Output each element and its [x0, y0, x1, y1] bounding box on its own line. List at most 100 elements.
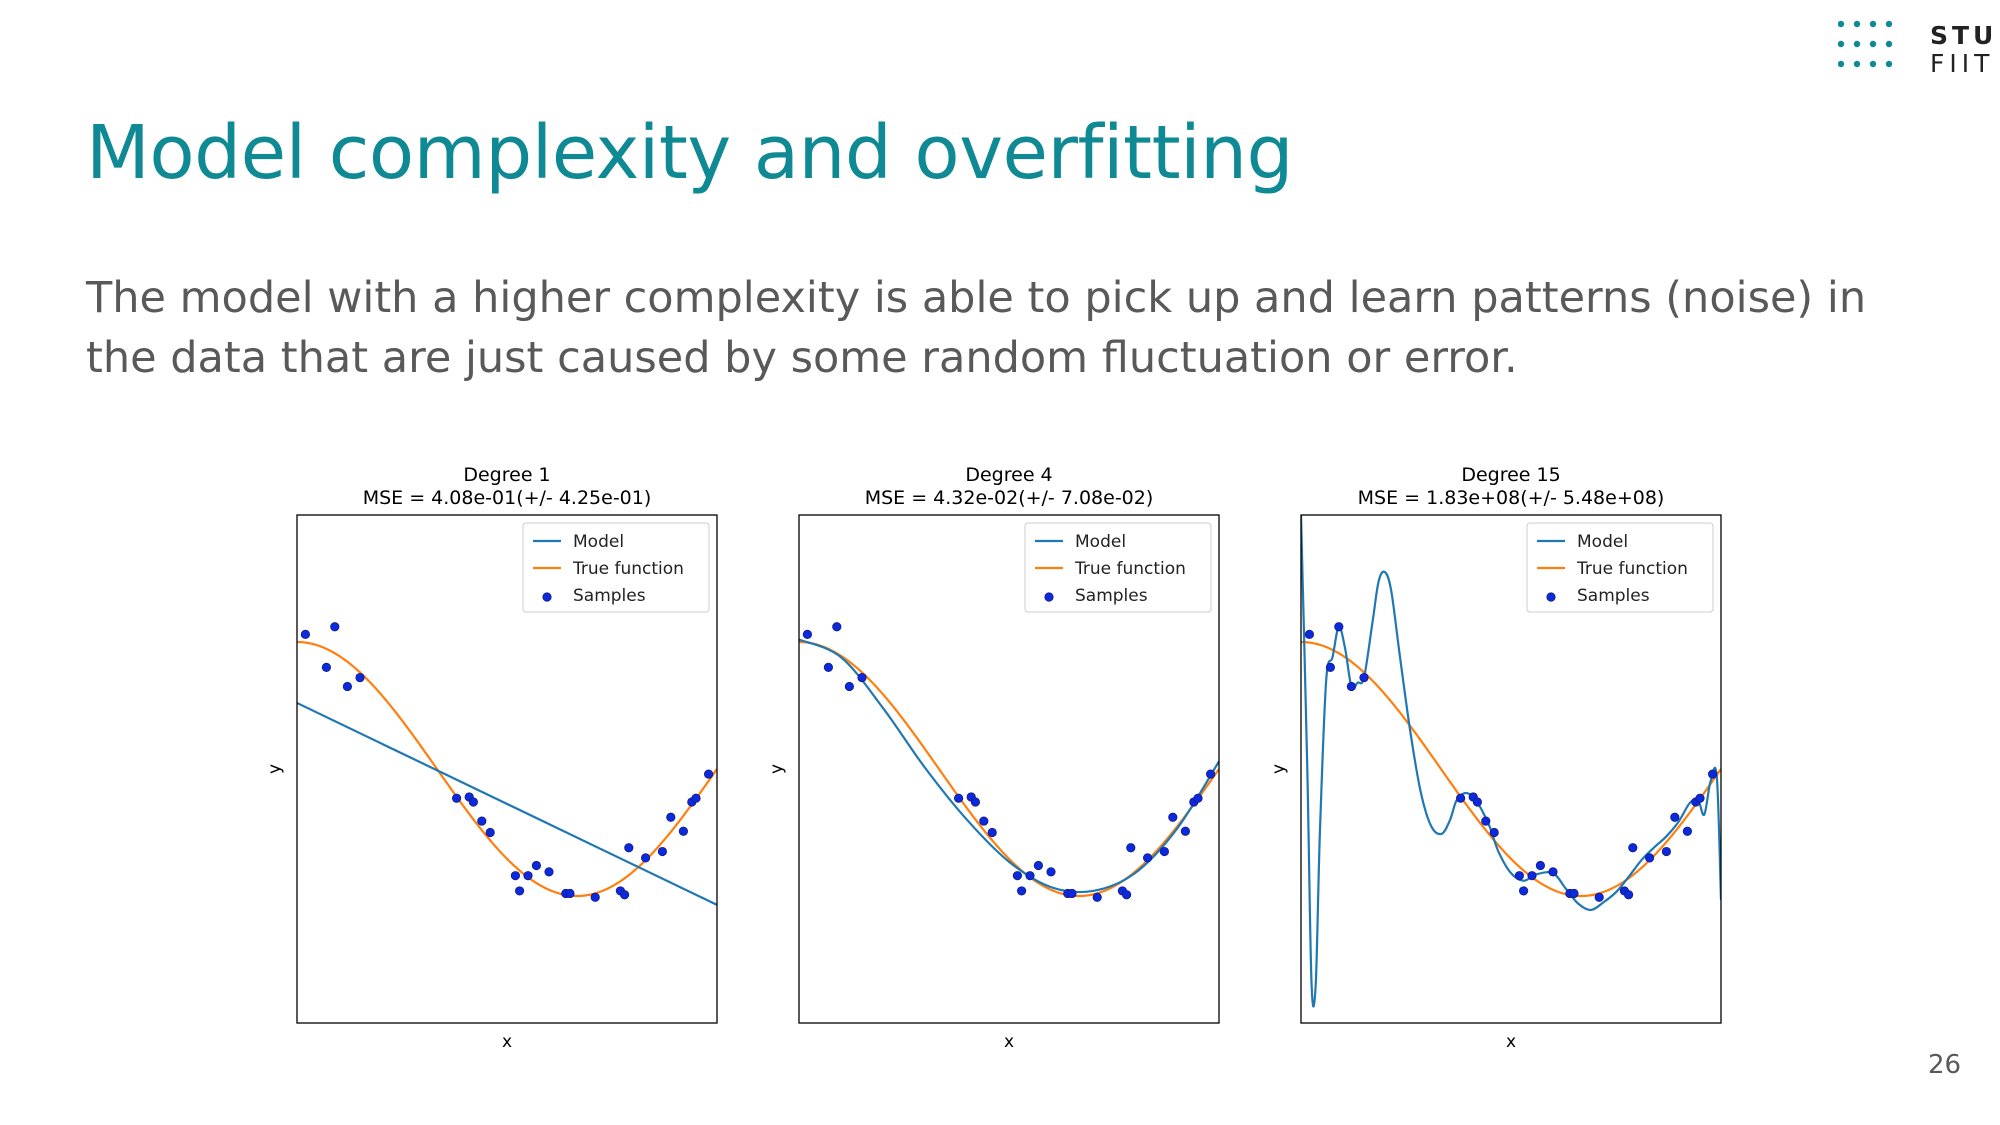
sample-point — [531, 860, 541, 871]
sample-point — [1661, 846, 1671, 857]
legend-label: Samples — [1075, 586, 1148, 606]
sample-point — [1193, 793, 1203, 803]
sample-point — [321, 662, 332, 672]
sample-point — [624, 843, 634, 853]
logo-dot — [1869, 20, 1877, 28]
sample-point — [355, 672, 365, 683]
sample-point — [1628, 843, 1638, 853]
sample-point — [1472, 797, 1482, 807]
legend: Model True function Samples — [522, 522, 710, 613]
sample-point — [544, 867, 554, 877]
sample-point — [452, 793, 462, 803]
legend-label: Model — [573, 532, 624, 552]
page-number: 26 — [1928, 1050, 1962, 1080]
sample-point — [590, 892, 600, 902]
chart-title: Degree 1 — [463, 464, 550, 486]
sample-point — [1707, 769, 1718, 779]
sample-point — [1527, 871, 1537, 881]
sample-point — [1121, 890, 1132, 900]
sample-point — [1594, 892, 1604, 902]
sample-point — [703, 769, 714, 779]
legend-box — [1526, 522, 1714, 613]
sample-point — [1012, 871, 1022, 881]
body-line-1: The model with a higher complexity is ab… — [86, 273, 1867, 323]
sample-point — [1067, 888, 1077, 899]
sample-point — [523, 871, 533, 881]
logo-dot — [1837, 40, 1845, 48]
legend-samples-swatch — [1044, 592, 1054, 602]
x-axis-label: x — [1506, 1032, 1516, 1052]
sample-point — [510, 871, 520, 881]
logo-dot — [1837, 60, 1845, 68]
logo-dot — [1869, 60, 1877, 68]
sample-point — [1205, 769, 1216, 779]
axes-frame — [798, 514, 1220, 1024]
sample-point — [1644, 853, 1655, 863]
sample-point — [1346, 681, 1357, 692]
sample-point — [657, 846, 667, 857]
sample-point — [823, 662, 834, 672]
stu-fiit-logo-graphic: STU FIIT — [1837, 20, 1994, 78]
sample-point — [1334, 622, 1344, 632]
sample-point — [1092, 892, 1102, 902]
sample-point — [954, 793, 964, 803]
sample-point — [515, 886, 525, 896]
sample-point — [832, 622, 842, 632]
sample-point — [1033, 860, 1043, 871]
sample-point — [1535, 860, 1545, 871]
sample-point — [844, 681, 855, 692]
sample-point — [1180, 826, 1190, 836]
y-axis-label: y — [767, 764, 787, 774]
sample-point — [1682, 826, 1692, 836]
plot-area — [1301, 515, 1721, 1008]
stu-fiit-logo: STU FIIT — [1837, 18, 2000, 78]
sample-point — [1159, 846, 1169, 857]
sample-point — [1168, 812, 1178, 822]
chart-title: Degree 15 — [1461, 464, 1560, 486]
sample-point — [1670, 812, 1680, 822]
sample-point — [1519, 886, 1529, 896]
sample-point — [1481, 816, 1491, 826]
legend-box — [1024, 522, 1212, 613]
logo-dot — [1885, 40, 1893, 48]
sample-point — [970, 797, 980, 807]
logo-dot — [1853, 40, 1861, 48]
slide-body-text: The model with a higher complexity is ab… — [86, 268, 1966, 388]
sample-point — [1304, 629, 1315, 639]
legend-samples-swatch — [542, 592, 552, 602]
legend-label: True function — [1074, 559, 1186, 579]
sample-point — [1569, 888, 1579, 899]
legend-label: Samples — [1577, 586, 1650, 606]
sample-point — [1623, 890, 1634, 900]
slide-title: Model complexity and overfitting — [86, 110, 1294, 196]
logo-dot — [1837, 20, 1845, 28]
svg-text:FIIT: FIIT — [1930, 49, 1994, 74]
sample-point — [857, 672, 867, 683]
sample-point — [979, 816, 989, 826]
sample-point — [1126, 843, 1136, 853]
legend-box — [522, 522, 710, 613]
axes-frame — [296, 514, 718, 1024]
sample-point — [565, 888, 575, 899]
logo-dot — [1853, 20, 1861, 28]
sample-point — [1489, 827, 1499, 838]
sample-point — [1548, 867, 1558, 877]
sample-point — [640, 853, 651, 863]
sample-point — [1017, 886, 1027, 896]
sample-point — [666, 812, 676, 822]
chart-subtitle: MSE = 4.32e-02(+/- 7.08e-02) — [865, 487, 1154, 509]
logo-dot — [1869, 40, 1877, 48]
logo-dot — [1853, 60, 1861, 68]
sample-point — [1514, 871, 1524, 881]
sample-point — [1325, 662, 1336, 672]
legend: Model True function Samples — [1526, 522, 1714, 613]
sample-point — [691, 793, 701, 803]
legend-label: Model — [1075, 532, 1126, 552]
legend-label: True function — [1576, 559, 1688, 579]
logo-dot — [1885, 60, 1893, 68]
chart-subtitle: MSE = 1.83e+08(+/- 5.48e+08) — [1358, 487, 1665, 509]
plot-area — [297, 622, 717, 906]
legend-label: True function — [572, 559, 684, 579]
